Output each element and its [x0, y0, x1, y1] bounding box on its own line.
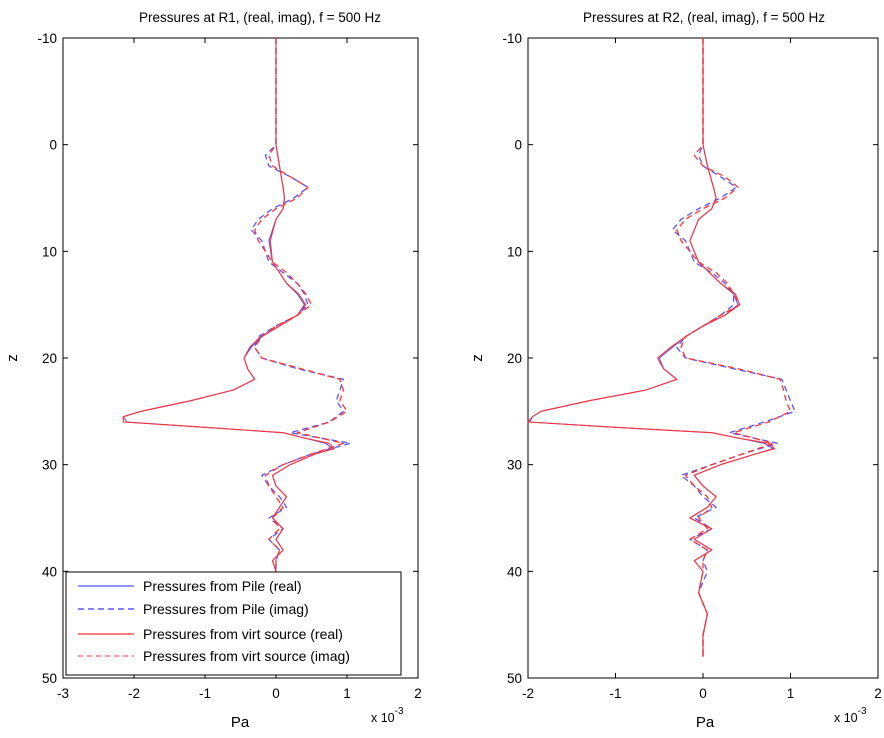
- chart-r1-x-exponent-base: x 10: [371, 711, 395, 725]
- chart-r2-x-label: Pa: [696, 714, 715, 731]
- x-tick-label: -1: [199, 686, 211, 701]
- y-tick-label: 30: [507, 458, 522, 473]
- x-tick-label: 0: [699, 686, 707, 701]
- legend-entry-pile-imag: Pressures from Pile (imag): [143, 601, 309, 617]
- legend: Pressures from Pile (real) Pressures fro…: [65, 571, 402, 676]
- chart-r1-y-label: z: [4, 354, 21, 362]
- chart-r1-y-axis: -10 0 10 20 30 40 50: [37, 31, 418, 686]
- chart-r2-x-exponent-power: -3: [858, 706, 867, 717]
- chart-r1-title: Pressures at R1, (real, imag), f = 500 H…: [139, 10, 381, 25]
- x-tick-label: -1: [609, 686, 621, 701]
- y-tick-label: 50: [42, 671, 57, 686]
- chart-r2-title: Pressures at R2, (real, imag), f = 500 H…: [583, 10, 825, 25]
- chart-r2-y-label: z: [469, 354, 486, 362]
- series-line-virt-imag: [254, 38, 348, 572]
- legend-entry-virt-real: Pressures from virt source (real): [143, 626, 343, 642]
- y-tick-label: 10: [42, 244, 57, 259]
- series-line-virt-real: [527, 38, 776, 657]
- x-tick-label: 0: [272, 686, 280, 701]
- y-tick-label: 20: [42, 351, 57, 366]
- y-tick-label: 50: [507, 671, 522, 686]
- series-line-pile-imag: [671, 38, 796, 657]
- chart-r2-y-axis: -10 0 10 20 30 40 50: [502, 31, 878, 686]
- x-tick-label: -2: [522, 686, 534, 701]
- x-tick-label: -2: [128, 686, 140, 701]
- chart-r1-series: [122, 38, 352, 572]
- y-tick-label: -10: [502, 31, 522, 46]
- chart-r1-x-exponent-power: -3: [395, 706, 404, 717]
- chart-r2-series: [527, 38, 796, 657]
- chart-r1-plot-area: [62, 37, 419, 679]
- legend-entry-pile-real: Pressures from Pile (real): [143, 578, 302, 594]
- chart-r1-x-exponent: x 10-3: [371, 706, 404, 725]
- chart-r2-x-exponent-base: x 10: [834, 711, 858, 725]
- chart-r1-x-label: Pa: [231, 714, 250, 731]
- series-line-pile-imag: [250, 38, 352, 572]
- y-tick-label: 10: [507, 244, 522, 259]
- series-line-virt-real: [122, 38, 335, 572]
- x-tick-label: -3: [57, 686, 69, 701]
- y-tick-label: 40: [42, 564, 57, 579]
- y-tick-label: 20: [507, 351, 522, 366]
- legend-box: [65, 571, 402, 676]
- series-line-virt-imag: [676, 38, 792, 657]
- y-tick-label: 0: [514, 138, 522, 153]
- chart-r1-x-axis: -3 -2 -1 0 1 2: [57, 38, 422, 701]
- chart-r1: Pressures at R1, (real, imag), f = 500 H…: [4, 10, 422, 731]
- x-tick-label: 2: [414, 686, 422, 701]
- chart-r2-x-exponent: x 10-3: [834, 706, 867, 725]
- y-tick-label: -10: [37, 31, 57, 46]
- y-tick-label: 30: [42, 458, 57, 473]
- x-tick-label: 1: [343, 686, 351, 701]
- x-tick-label: 1: [787, 686, 795, 701]
- legend-entry-virt-imag: Pressures from virt source (imag): [143, 648, 350, 664]
- chart-r2-x-axis: -2 -1 0 1 2: [522, 38, 882, 701]
- x-tick-label: 2: [874, 686, 882, 701]
- chart-r2: Pressures at R2, (real, imag), f = 500 H…: [469, 10, 882, 731]
- y-tick-label: 0: [49, 138, 57, 153]
- y-tick-label: 40: [507, 564, 522, 579]
